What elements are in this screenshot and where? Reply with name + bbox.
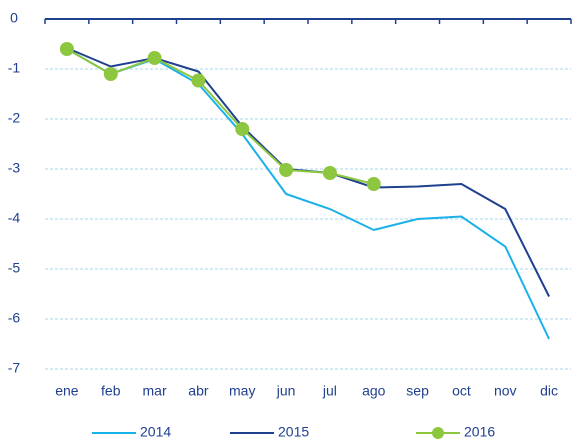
point-marker bbox=[103, 67, 118, 81]
x-tick-label: abr bbox=[188, 383, 209, 399]
y-tick-label: -4 bbox=[8, 210, 21, 226]
x-tick-label: nov bbox=[494, 383, 517, 399]
y-tick-label: -1 bbox=[8, 60, 21, 76]
series-line bbox=[66, 48, 550, 340]
legend-marker bbox=[432, 427, 444, 439]
y-tick-label: 0 bbox=[10, 10, 18, 26]
x-tick-label: jul bbox=[322, 383, 337, 399]
x-tick-label: oct bbox=[452, 383, 471, 399]
point-marker bbox=[147, 51, 162, 65]
x-tick-label: feb bbox=[101, 383, 121, 399]
series-line bbox=[66, 48, 374, 185]
point-marker bbox=[59, 42, 74, 56]
y-tick-label: -2 bbox=[8, 110, 21, 126]
x-tick-label: dic bbox=[540, 383, 558, 399]
point-marker bbox=[279, 163, 294, 177]
x-tick-label: ene bbox=[55, 383, 79, 399]
x-tick-label: sep bbox=[406, 383, 429, 399]
point-marker bbox=[322, 166, 337, 180]
legend-label: 2015 bbox=[278, 424, 309, 439]
point-marker bbox=[366, 177, 381, 191]
legend-label: 2016 bbox=[464, 424, 495, 439]
point-marker bbox=[191, 73, 206, 88]
y-tick-label: -6 bbox=[8, 310, 21, 326]
y-tick-label: -5 bbox=[8, 260, 21, 276]
y-tick-label: -7 bbox=[8, 360, 21, 376]
x-tick-label: mar bbox=[143, 383, 167, 399]
x-tick-label: jun bbox=[276, 383, 296, 399]
y-tick-label: -3 bbox=[8, 160, 21, 176]
x-tick-label: may bbox=[229, 383, 255, 399]
point-marker bbox=[235, 122, 250, 136]
x-tick-label: ago bbox=[362, 383, 386, 399]
legend-label: 2014 bbox=[140, 424, 171, 439]
